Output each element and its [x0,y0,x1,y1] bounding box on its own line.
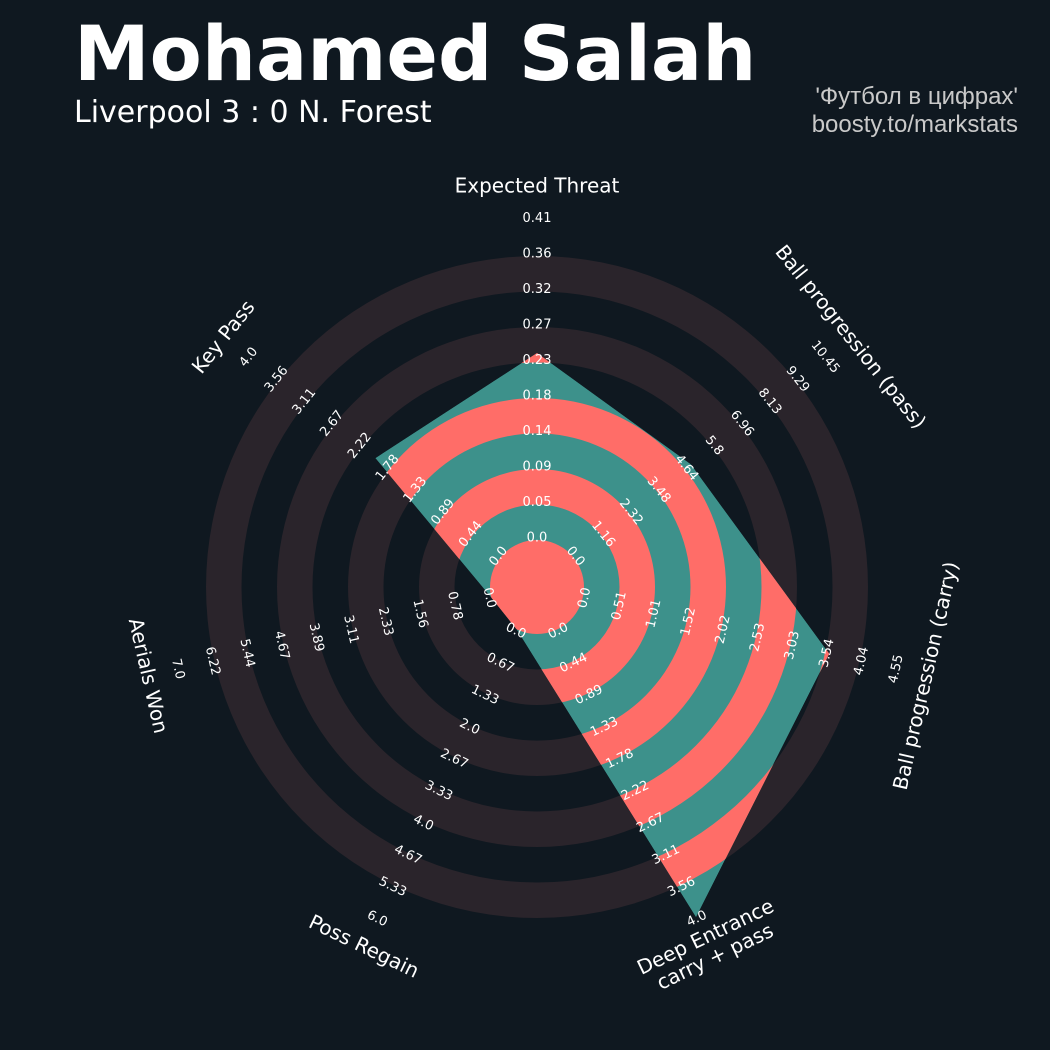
tick-label: 0.18 [523,389,552,404]
tick-label: 0.09 [523,460,552,475]
tick-label: 7.0 [168,657,187,681]
param-label: Expected Threat [455,174,620,198]
tick-label: 3.11 [340,614,361,646]
tick-label: 0.41 [523,211,552,226]
tick-label: 4.0 [237,344,262,370]
tick-label: 0.32 [523,282,552,297]
credit-line-2: boosty.to/markstats [812,111,1018,138]
tick-label: 3.89 [306,622,327,654]
tick-label: 3.03 [782,630,803,662]
tick-label: 2.53 [747,622,768,654]
tick-label: 0.0 [480,586,499,610]
tick-label: 4.55 [886,653,907,685]
tick-label: 2.02 [713,614,734,646]
tick-label: 0.14 [523,424,552,439]
tick-label: 10.45 [808,338,843,376]
radar-stripe-band [490,540,584,634]
tick-label: 3.54 [817,637,838,669]
tick-label: 2.33 [375,606,396,638]
param-label: Aerials Won [124,616,174,736]
tick-label: 0.0 [527,531,548,546]
tick-label: 0.05 [523,495,552,510]
tick-label: 1.52 [678,606,699,638]
tick-label: 0.36 [523,247,552,262]
tick-label: 0.51 [609,590,630,622]
tick-label: 6.0 [365,908,390,930]
tick-label: 4.04 [851,645,872,677]
tick-label: 6.22 [202,645,223,677]
match-subtitle: Liverpool 3 : 0 N. Forest [74,95,432,130]
tick-label: 5.44 [236,637,257,669]
tick-label: 0.23 [523,353,552,368]
tick-label: 1.01 [643,598,664,630]
tick-label: 0.27 [523,318,552,333]
credit-line-1: 'Футбол в цифрах' [815,83,1018,110]
param-label: Deep Entrancecarry + pass [633,893,787,999]
tick-label: 0.78 [444,590,465,622]
tick-label: 4.67 [271,630,292,662]
tick-label: 0.0 [575,586,594,610]
player-title: Mohamed Salah [74,9,756,98]
tick-label: 1.56 [409,598,430,630]
